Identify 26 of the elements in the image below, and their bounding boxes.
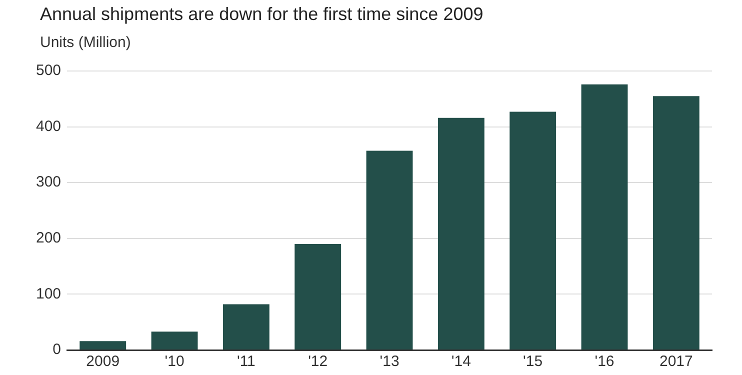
y-tick-label: 300 bbox=[36, 174, 62, 191]
x-tick-label: '12 bbox=[308, 353, 328, 370]
x-tick-label: '11 bbox=[236, 353, 256, 370]
x-tick-label: 2017 bbox=[659, 353, 693, 370]
x-tick-label: '13 bbox=[380, 353, 400, 370]
y-tick-label: 100 bbox=[36, 285, 62, 302]
x-tick-label: '15 bbox=[523, 353, 543, 370]
x-tick-label: '16 bbox=[594, 353, 614, 370]
x-tick-label: '10 bbox=[164, 353, 184, 370]
y-tick-label: 200 bbox=[36, 230, 62, 247]
x-tick-label: 2009 bbox=[86, 353, 120, 370]
y-tick-label: 0 bbox=[52, 341, 62, 358]
bar bbox=[652, 96, 700, 350]
bar bbox=[222, 304, 270, 350]
bar bbox=[581, 84, 628, 350]
y-tick-label: 400 bbox=[36, 118, 62, 135]
bar bbox=[438, 118, 484, 350]
x-tick-label: '14 bbox=[451, 353, 471, 370]
y-axis-title: Units (Million) bbox=[40, 34, 131, 51]
bar bbox=[151, 332, 198, 350]
y-tick-label: 500 bbox=[36, 62, 62, 80]
bar bbox=[294, 244, 342, 350]
chart-title: Annual shipments are down for the first time since 2009 bbox=[40, 4, 484, 25]
bar bbox=[366, 150, 413, 350]
bar bbox=[80, 341, 126, 350]
bar bbox=[510, 112, 556, 350]
